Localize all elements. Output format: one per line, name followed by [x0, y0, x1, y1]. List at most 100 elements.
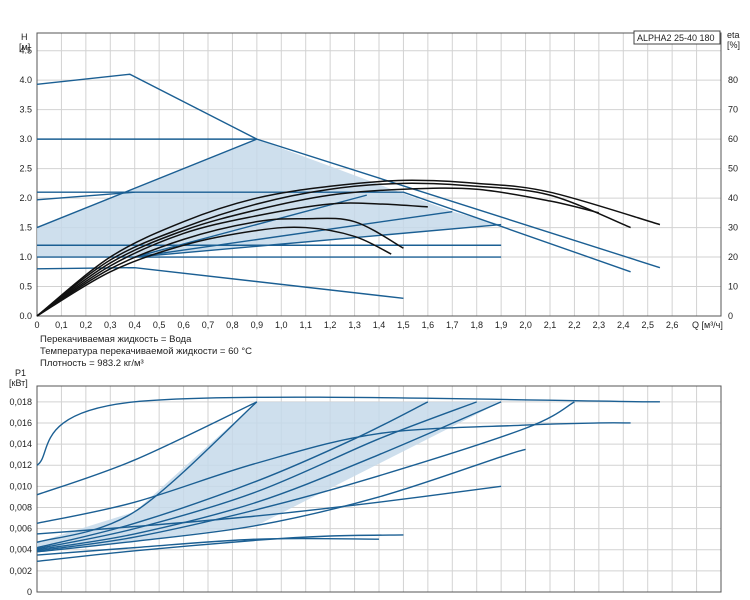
power-curve — [36, 401, 429, 549]
y-tick-label: 0,004 — [9, 545, 32, 555]
x-tick-label: 0,3 — [104, 320, 117, 330]
efficiency-curve — [36, 226, 392, 317]
power-curve — [36, 401, 575, 552]
power-curve — [36, 485, 502, 535]
x-tick-label: 1,1 — [299, 320, 312, 330]
x-tick-label: 2,1 — [544, 320, 557, 330]
x-tick-label: 2,2 — [568, 320, 581, 330]
x-tick-label: 2,5 — [641, 320, 654, 330]
fluid-note: Перекачиваемая жидкость = Вода — [40, 334, 192, 345]
x-tick-label: 0,8 — [226, 320, 239, 330]
power-curve — [36, 401, 477, 550]
y-right-tick-label: 60 — [728, 134, 738, 144]
x-tick-label: 1,0 — [275, 320, 288, 330]
y-axis-label: H — [21, 32, 28, 42]
y-right-tick-label: 10 — [728, 282, 738, 292]
y-tick-label: 4.0 — [19, 75, 32, 85]
y-right-axis-label: eta — [727, 30, 740, 40]
y-tick-label: 0.0 — [19, 311, 32, 321]
x-tick-label: 0,7 — [202, 320, 215, 330]
power-curve — [36, 534, 404, 563]
efficiency-curve — [36, 217, 404, 317]
y-tick-label: 0,018 — [9, 397, 32, 407]
x-tick-label: 1,6 — [422, 320, 435, 330]
y-tick-label: 0,008 — [9, 502, 32, 512]
power-curve — [36, 401, 502, 551]
y-tick-label: 2.0 — [19, 193, 32, 203]
head-curve — [134, 194, 367, 258]
power-curve — [36, 448, 526, 553]
x-tick-label: 2,4 — [617, 320, 630, 330]
power-curve — [36, 422, 631, 525]
head-curve — [134, 210, 453, 258]
x-tick-label: 0,9 — [251, 320, 264, 330]
y-tick-label: 2.5 — [19, 164, 32, 174]
x-tick-label: 0 — [34, 320, 39, 330]
y-tick-label: 3.0 — [19, 134, 32, 144]
power-chart: 0 0,002 0,004 0,006 0,008 0,010 0,012 0,014 0,01… — [9, 368, 722, 597]
y-axis-unit: [кВт] — [9, 378, 28, 388]
chart-title: ALPHA2 25-40 180 — [637, 33, 715, 43]
y-right-tick-label: 50 — [728, 164, 738, 174]
efficiency-curve — [36, 202, 428, 317]
y-axis-unit: [м] — [19, 42, 30, 52]
y-tick-label: 1.5 — [19, 223, 32, 233]
head-curve — [36, 73, 661, 269]
y-tick-label: 0,016 — [9, 418, 32, 428]
x-tick-label: 1,5 — [397, 320, 410, 330]
efficiency-curve — [36, 187, 600, 317]
y-right-tick-label: 80 — [728, 75, 738, 85]
x-axis-label: Q [м³/ч] — [692, 320, 723, 330]
x-tick-label: 1,7 — [446, 320, 459, 330]
fluid-note: Температура перекачиваемой жидкости = 60… — [40, 346, 252, 357]
x-tick-label: 1,9 — [495, 320, 508, 330]
y-tick-label: 0,006 — [9, 524, 32, 534]
plot-frame — [36, 32, 722, 317]
y-right-tick-label: 40 — [728, 193, 738, 203]
y-right-tick-label: 30 — [728, 223, 738, 233]
x-tick-label: 0,1 — [55, 320, 68, 330]
head-curve — [37, 191, 631, 273]
power-curve — [36, 401, 258, 544]
y-axis-label: P1 — [15, 368, 26, 378]
x-tick-label: 2,6 — [666, 320, 679, 330]
power-curve — [36, 396, 660, 466]
legend-box — [633, 30, 721, 45]
x-tick-label: 0,2 — [80, 320, 93, 330]
x-tick-label: 0,4 — [128, 320, 141, 330]
y-right-axis-unit: [%] — [727, 40, 740, 50]
efficiency-curve — [36, 182, 631, 317]
y-tick-label: 1.0 — [19, 252, 32, 262]
x-tick-label: 1,8 — [470, 320, 483, 330]
head-curve — [134, 223, 502, 258]
x-tick-label: 0,6 — [177, 320, 190, 330]
power-curve — [36, 537, 380, 556]
y-right-tick-label: 70 — [728, 105, 738, 115]
head-curve — [36, 191, 135, 201]
y-tick-label: 0,014 — [9, 439, 32, 449]
head-efficiency-chart: 0 0,1 0,2 0,3 0,4 0,5 0,6 0,7 0,8 0,9 1,0 1,1 1,2 1,3… — [19, 30, 740, 330]
y-tick-label: 0.5 — [19, 282, 32, 292]
plot-frame — [36, 385, 722, 593]
head-curve — [36, 266, 404, 300]
x-tick-label: 1,3 — [348, 320, 361, 330]
fluid-note: Плотность = 983.2 кг/м³ — [40, 358, 144, 369]
y-tick-label: 0,012 — [9, 460, 32, 470]
y-right-tick-label: 0 — [728, 311, 733, 321]
x-tick-label: 2,0 — [519, 320, 532, 330]
head-curve — [36, 138, 258, 229]
x-tick-label: 0,5 — [153, 320, 166, 330]
y-right-tick-label: 20 — [728, 252, 738, 262]
x-tick-label: 1,2 — [324, 320, 337, 330]
efficiency-curve — [36, 179, 661, 317]
x-tick-label: 2,3 — [593, 320, 606, 330]
y-tick-label: 4.5 — [19, 46, 32, 56]
y-tick-label: 0,002 — [9, 566, 32, 576]
y-tick-label: 0 — [27, 587, 32, 597]
y-tick-label: 0,010 — [9, 481, 32, 491]
y-tick-label: 3.5 — [19, 105, 32, 115]
fluid-notes: Перекачиваемая жидкость = ВодаТемператур… — [40, 334, 252, 369]
operating-area — [37, 139, 502, 258]
x-tick-label: 1,4 — [373, 320, 386, 330]
